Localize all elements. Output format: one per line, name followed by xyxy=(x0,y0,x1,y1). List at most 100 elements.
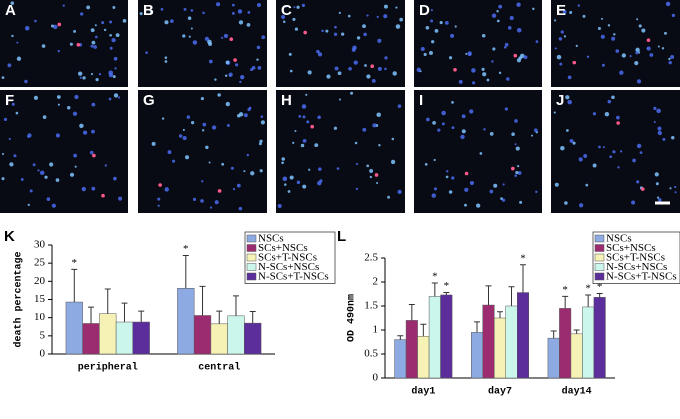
nucleus xyxy=(41,44,46,48)
error-bar xyxy=(596,293,603,298)
nucleus xyxy=(663,31,667,35)
nucleus xyxy=(670,54,675,59)
nucleus xyxy=(559,62,563,66)
micrograph-bg xyxy=(138,90,267,213)
nucleus xyxy=(56,95,61,99)
nucleus xyxy=(8,137,11,141)
nucleus xyxy=(228,72,233,77)
nucleus xyxy=(7,63,12,68)
nucleus xyxy=(167,150,172,155)
stained-cell xyxy=(303,30,307,35)
nucleus xyxy=(351,47,356,52)
panel-label: H xyxy=(281,92,292,109)
nucleus xyxy=(661,47,665,50)
nucleus xyxy=(420,46,425,51)
error-bar xyxy=(485,285,492,306)
nucleus xyxy=(238,112,244,117)
nucleus xyxy=(519,200,523,204)
nucleus xyxy=(164,20,169,25)
nucleus xyxy=(316,49,320,54)
nucleus xyxy=(27,203,30,207)
nucleus xyxy=(113,93,119,98)
nucleus xyxy=(338,98,341,101)
nucleus xyxy=(10,1,15,5)
nucleus xyxy=(188,35,191,38)
nucleus xyxy=(113,176,117,181)
nucleus xyxy=(563,10,566,13)
nucleus xyxy=(223,33,228,38)
significance-mark: * xyxy=(183,243,189,255)
x-tick-label: day14 xyxy=(562,386,592,398)
y-axis-label: death percentage xyxy=(13,251,25,347)
legend-swatch xyxy=(594,253,605,262)
nucleus xyxy=(602,146,605,149)
nucleus xyxy=(516,58,521,63)
nucleus xyxy=(445,175,449,179)
error-bar xyxy=(138,310,145,323)
nucleus xyxy=(454,25,457,28)
nucleus xyxy=(437,128,441,132)
nucleus xyxy=(57,49,60,53)
y-tick-label: 30 xyxy=(34,239,46,251)
nucleus xyxy=(464,203,467,207)
bar xyxy=(505,305,518,379)
x-tick-label: day1 xyxy=(411,386,435,398)
nucleus xyxy=(122,18,127,23)
legend-swatch xyxy=(246,263,257,271)
nucleus xyxy=(665,1,671,7)
nucleus xyxy=(472,81,476,85)
nucleus xyxy=(101,21,105,25)
nucleus xyxy=(446,170,449,173)
nucleus xyxy=(469,180,474,186)
nucleus xyxy=(424,163,428,166)
nucleus xyxy=(260,115,264,119)
y-tick-label: 20 xyxy=(34,275,46,287)
micrograph-bg xyxy=(138,0,267,87)
y-tick-label: 0 xyxy=(40,348,46,360)
nucleus xyxy=(334,66,339,71)
nucleus xyxy=(662,137,666,141)
chart-panel-label: K xyxy=(4,228,15,245)
nucleus xyxy=(507,26,512,30)
nucleus xyxy=(433,158,436,162)
nucleus xyxy=(560,30,564,34)
nucleus xyxy=(16,56,22,61)
nucleus xyxy=(108,70,114,76)
error-bar xyxy=(104,288,111,314)
nucleus xyxy=(376,112,381,117)
nucleus xyxy=(604,112,610,117)
nucleus xyxy=(29,189,33,193)
nucleus xyxy=(638,24,642,28)
nucleus xyxy=(72,111,78,116)
nucleus xyxy=(112,75,116,79)
legend-label: NSCs xyxy=(258,233,284,245)
nucleus xyxy=(239,80,242,84)
nucleus xyxy=(502,183,505,186)
micrograph-bg xyxy=(551,0,680,87)
nucleus xyxy=(277,203,282,209)
nucleus xyxy=(434,187,437,191)
nucleus xyxy=(430,19,434,23)
nucleus xyxy=(531,134,534,137)
nucleus xyxy=(578,157,583,162)
nucleus xyxy=(482,72,487,77)
nucleus xyxy=(464,187,469,192)
nucleus xyxy=(240,74,245,80)
nucleus xyxy=(160,7,164,11)
nucleus xyxy=(448,56,453,60)
nucleus xyxy=(202,11,205,15)
significance-mark: * xyxy=(520,252,526,264)
nucleus xyxy=(654,172,659,177)
nucleus xyxy=(94,24,97,27)
nucleus xyxy=(281,157,286,161)
nucleus xyxy=(230,166,234,170)
nucleus xyxy=(533,128,538,133)
nucleus xyxy=(300,143,305,148)
nucleus xyxy=(615,115,620,120)
nucleus xyxy=(282,20,286,24)
nucleus xyxy=(491,60,494,63)
error-bar xyxy=(88,306,95,324)
nucleus xyxy=(243,113,248,118)
legend-swatch xyxy=(246,253,257,262)
